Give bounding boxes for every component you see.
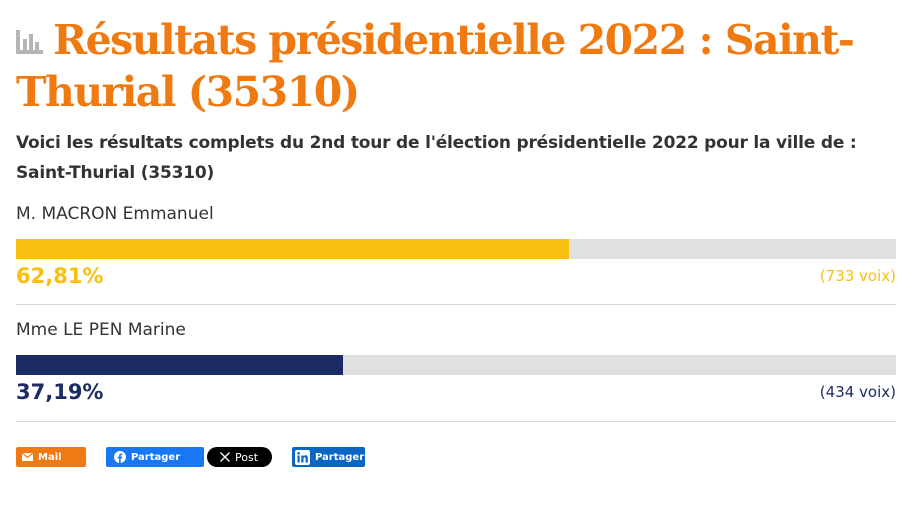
candidate-percent: 62,81%	[16, 264, 104, 288]
candidate-votes: (434 voix)	[819, 383, 896, 401]
page-title: Résultats présidentielle 2022 : Saint-Th…	[16, 14, 896, 118]
x-logo-icon	[220, 452, 230, 462]
result-bar-fill	[16, 239, 569, 259]
candidate-result: Mme LE PEN Marine 37,19% (434 voix)	[16, 319, 896, 404]
mail-share-label: Mail	[38, 451, 62, 463]
linkedin-icon	[295, 449, 310, 465]
results-section: Résultats présidentielle 2022 : Saint-Th…	[16, 14, 896, 188]
result-bar-fill	[16, 355, 344, 375]
facebook-share-label: Partager	[131, 451, 181, 463]
page-title-text: Résultats présidentielle 2022 : Saint-Th…	[16, 16, 855, 116]
bar-chart-icon	[16, 30, 43, 54]
facebook-share-button[interactable]: Partager	[106, 447, 204, 467]
linkedin-share-button[interactable]: Partager	[292, 447, 365, 467]
result-bar-track	[16, 239, 896, 259]
candidate-votes: (733 voix)	[819, 267, 896, 285]
candidate-name: M. MACRON Emmanuel	[16, 204, 214, 224]
result-bar-track	[16, 355, 896, 375]
linkedin-share-label: Partager	[315, 451, 365, 463]
x-share-button[interactable]: Post	[207, 447, 272, 467]
envelope-icon	[21, 452, 34, 461]
separator	[16, 421, 896, 422]
candidate-name: Mme LE PEN Marine	[16, 320, 186, 340]
intro-text: Voici les résultats complets du 2nd tour…	[16, 133, 857, 183]
mail-share-button[interactable]: Mail	[16, 447, 86, 467]
x-share-label: Post	[235, 450, 259, 464]
candidate-result: M. MACRON Emmanuel 62,81% (733 voix)	[16, 203, 896, 288]
facebook-icon	[114, 451, 126, 463]
separator	[16, 304, 896, 305]
candidate-percent: 37,19%	[16, 380, 104, 404]
